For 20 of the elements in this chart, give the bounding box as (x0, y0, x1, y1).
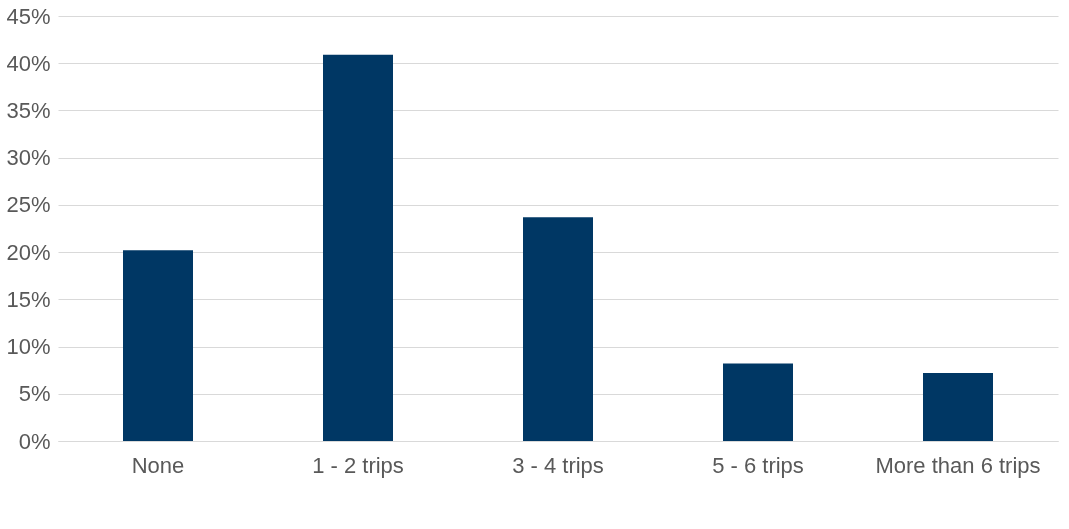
y-tick-label: 30% (6, 145, 51, 171)
y-tick-label: 20% (6, 239, 51, 265)
y-tick-label: 45% (6, 3, 51, 29)
x-tick-label: More than 6 trips (875, 452, 1041, 478)
bar (323, 54, 393, 441)
x-tick-label: 5 - 6 trips (712, 452, 804, 478)
bar (723, 363, 793, 441)
x-tick-label: 1 - 2 trips (312, 452, 404, 478)
y-tick-label: 15% (6, 286, 51, 312)
y-tick-label: 35% (6, 97, 51, 123)
y-tick-label: 40% (6, 50, 51, 76)
y-tick-label: 10% (6, 334, 51, 360)
x-tick-label: 3 - 4 trips (512, 452, 604, 478)
bar (923, 373, 993, 441)
bar (123, 250, 193, 441)
x-tick-label: None (131, 452, 185, 478)
y-tick-label: 25% (6, 192, 51, 218)
y-tick-label: 0% (18, 428, 51, 454)
y-tick-label: 5% (18, 381, 51, 407)
bar (523, 217, 593, 441)
